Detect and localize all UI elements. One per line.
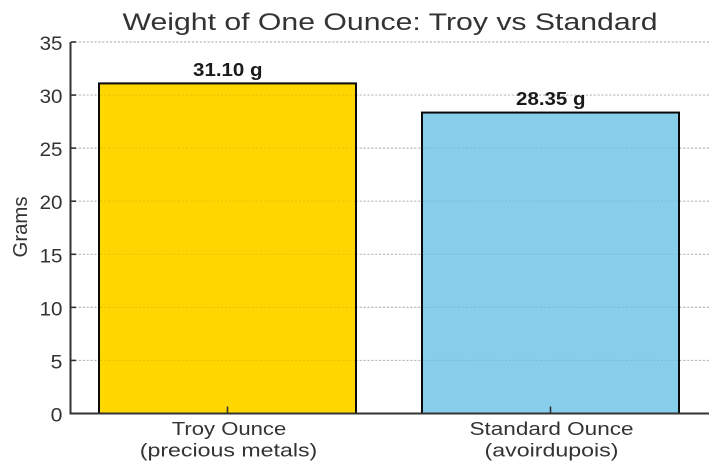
svg-text:(precious metals): (precious metals) (140, 441, 318, 461)
svg-text:(avoirdupois): (avoirdupois) (485, 441, 619, 461)
svg-text:Troy Ounce: Troy Ounce (172, 419, 287, 439)
svg-text:30: 30 (40, 87, 63, 108)
svg-text:Weight of One Ounce: Troy vs S: Weight of One Ounce: Troy vs Standard (123, 9, 658, 36)
svg-text:25: 25 (40, 140, 63, 161)
svg-text:5: 5 (51, 352, 63, 373)
svg-text:10: 10 (40, 299, 63, 320)
svg-text:15: 15 (40, 246, 63, 267)
svg-text:35: 35 (40, 34, 63, 55)
svg-text:31.10 g: 31.10 g (193, 60, 263, 80)
svg-text:20: 20 (40, 193, 63, 214)
svg-text:Standard Ounce: Standard Ounce (470, 419, 634, 439)
svg-text:0: 0 (51, 406, 63, 427)
svg-text:Grams: Grams (10, 197, 32, 258)
svg-text:28.35 g: 28.35 g (516, 89, 586, 109)
